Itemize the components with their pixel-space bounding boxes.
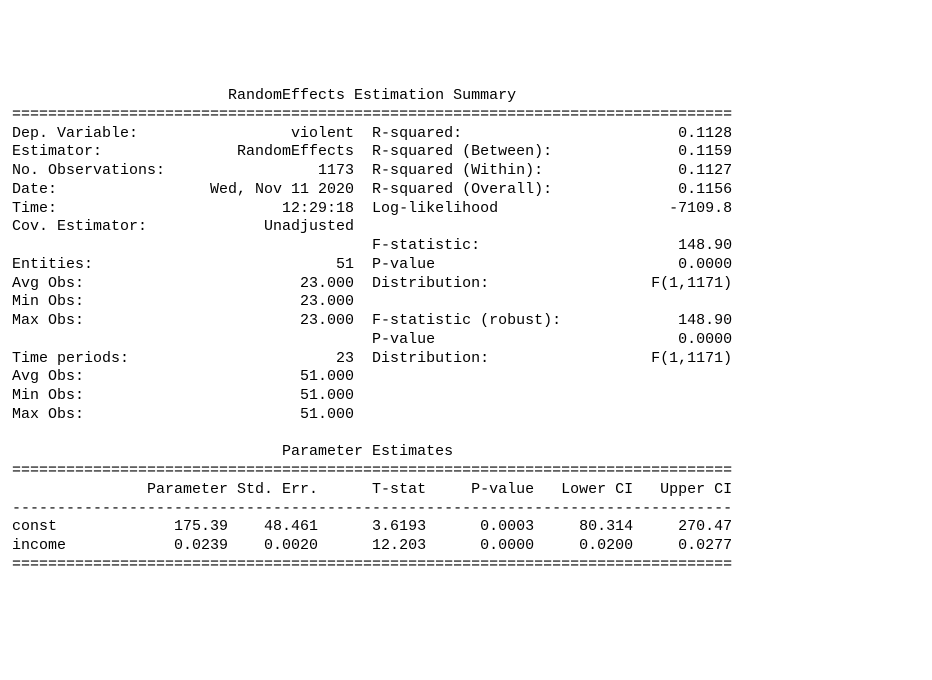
summary-block: Dep. Variable: violent R-squared: 0.1128…: [12, 125, 732, 423]
param-rows: const 175.39 48.461 3.6193 0.0003 80.314…: [12, 518, 732, 554]
divider-bottom: ========================================…: [12, 556, 732, 573]
divider-param-mid: ----------------------------------------…: [12, 500, 732, 517]
param-header: Parameter Std. Err. T-stat P-value Lower…: [12, 481, 732, 498]
param-title: Parameter Estimates: [12, 443, 732, 460]
divider-top: ========================================…: [12, 106, 732, 123]
report-title: RandomEffects Estimation Summary: [12, 87, 732, 104]
divider-param-top: ========================================…: [12, 462, 732, 479]
regression-report: RandomEffects Estimation Summary =======…: [12, 87, 732, 575]
